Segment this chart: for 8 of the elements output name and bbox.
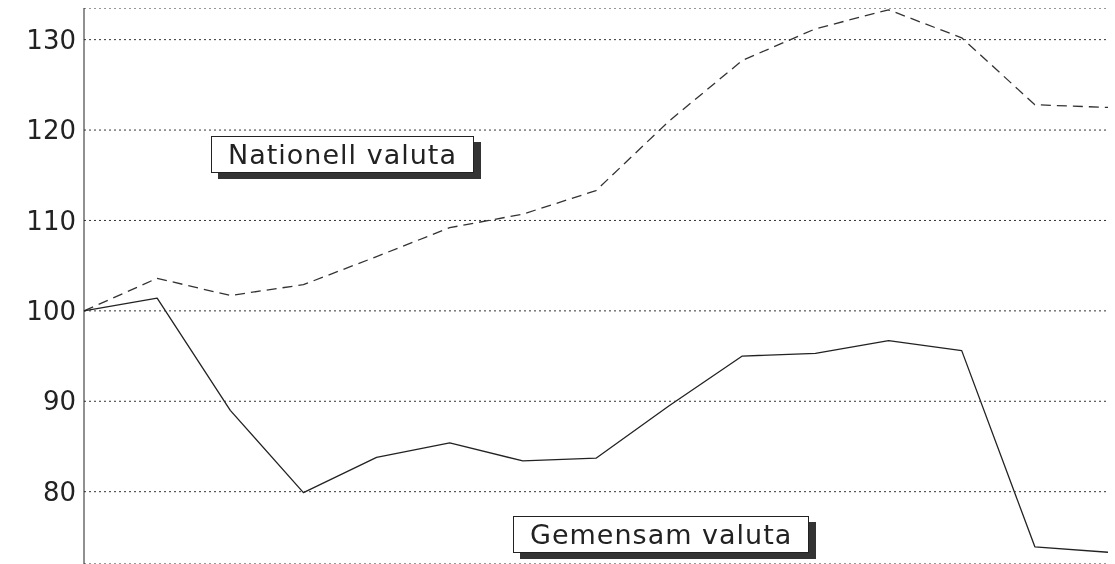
y-tick-label: 80 xyxy=(42,476,76,507)
y-tick-label: 120 xyxy=(26,115,76,146)
y-tick-label: 130 xyxy=(26,24,76,55)
y-tick-label: 110 xyxy=(26,205,76,236)
y-tick-label: 90 xyxy=(42,386,76,417)
text: Nationell valuta xyxy=(211,136,474,173)
text: Gemensam valuta xyxy=(513,516,810,553)
y-tick-label: 100 xyxy=(26,296,76,327)
